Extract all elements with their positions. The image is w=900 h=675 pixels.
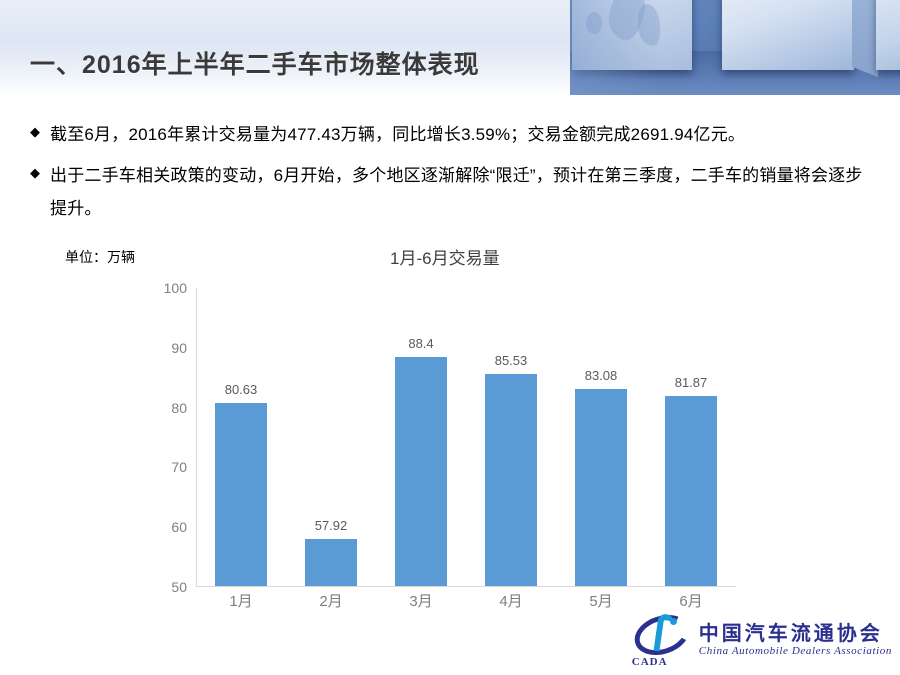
bar-series: 80.63 57.92 88.4 85.53 83.08 81.87 [196, 288, 736, 586]
x-axis-tick: 5月 [589, 593, 613, 610]
y-axis-tick: 100 [163, 280, 187, 296]
chart-title: 1月-6月交易量 [390, 249, 500, 268]
bar [575, 388, 627, 586]
logo-name-cn: 中国汽车流通协会 [698, 620, 883, 645]
dot-icon [669, 618, 677, 625]
y-axis-tick: 80 [171, 399, 187, 416]
x-axis-labels: 1月 2月 3月 4月 5月 6月 [196, 590, 736, 611]
bar [485, 374, 537, 586]
bullet-item: ◆ 出于二手车相关政策的变动，6月开始，多个地区逐渐解除“限迁”，预计在第三季度… [30, 159, 870, 225]
bar-slot: 57.92 [286, 288, 376, 586]
cada-emblem-icon: CADA [629, 608, 695, 668]
y-axis-tick: 90 [171, 339, 187, 356]
bullet-list: ◆ 截至6月，2016年累计交易量为477.43万辆，同比增长3.59%；交易金… [30, 118, 870, 233]
bullet-text: 出于二手车相关政策的变动，6月开始，多个地区逐渐解除“限迁”，预计在第三季度，二… [50, 166, 863, 218]
bar-value-label: 88.4 [408, 336, 434, 352]
chart-plot-area: 100 90 80 70 60 50 80.63 57.92 88.4 85.53 83… [164, 280, 736, 595]
chart-unit-note: 单位：万辆 [65, 249, 135, 265]
bar [215, 403, 267, 586]
bar-slot: 83.08 [556, 288, 646, 586]
bar-slot: 80.63 [196, 288, 286, 586]
cada-logo: CADA 中国汽车流通协会 China Automobile Dealers A… [629, 608, 892, 671]
bar-value-label: 83.08 [584, 367, 618, 383]
y-axis-tick: 70 [171, 459, 187, 476]
bar-value-label: 80.63 [224, 382, 258, 398]
slide-title-bar: 一、2016年上半年二手车市场整体表现 [0, 44, 580, 82]
x-axis-tick: 6月 [679, 593, 703, 610]
bar-value-label: 57.92 [314, 517, 348, 533]
logo-wordmark: 中国汽车流通协会 China Automobile Dealers Associ… [698, 620, 892, 658]
y-axis-line [196, 288, 197, 587]
x-axis-tick: 1月 [229, 593, 253, 610]
bullet-item: ◆ 截至6月，2016年累计交易量为477.43万辆，同比增长3.59%；交易金… [30, 118, 870, 151]
diamond-bullet-icon: ◆ [30, 165, 40, 180]
decor-shade [570, 0, 900, 95]
x-axis-line [196, 586, 736, 587]
x-axis-tick: 4月 [499, 593, 523, 610]
header-decorative-image [570, 0, 900, 95]
logo-abbr: CADA [631, 656, 668, 668]
bar-slot: 88.4 [376, 288, 466, 586]
bar-value-label: 85.53 [494, 353, 528, 369]
x-axis-tick: 2月 [319, 593, 343, 610]
bar-chart: 单位：万辆 1月-6月交易量 100 90 80 70 60 50 80.63 5… [60, 238, 860, 618]
y-axis-tick: 60 [171, 519, 187, 536]
bar [665, 396, 717, 586]
bar-slot: 85.53 [466, 288, 556, 586]
bar-slot: 81.87 [646, 288, 736, 586]
bar-value-label: 81.87 [674, 375, 708, 391]
diamond-bullet-icon: ◆ [30, 124, 40, 139]
page-title: 一、2016年上半年二手车市场整体表现 [30, 51, 480, 79]
bar [305, 538, 357, 586]
x-axis-tick: 3月 [409, 593, 433, 610]
bar [395, 357, 447, 586]
y-axis-tick: 50 [171, 579, 187, 595]
logo-name-en: China Automobile Dealers Association [698, 644, 892, 657]
bullet-text: 截至6月，2016年累计交易量为477.43万辆，同比增长3.59%；交易金额完… [50, 125, 746, 144]
